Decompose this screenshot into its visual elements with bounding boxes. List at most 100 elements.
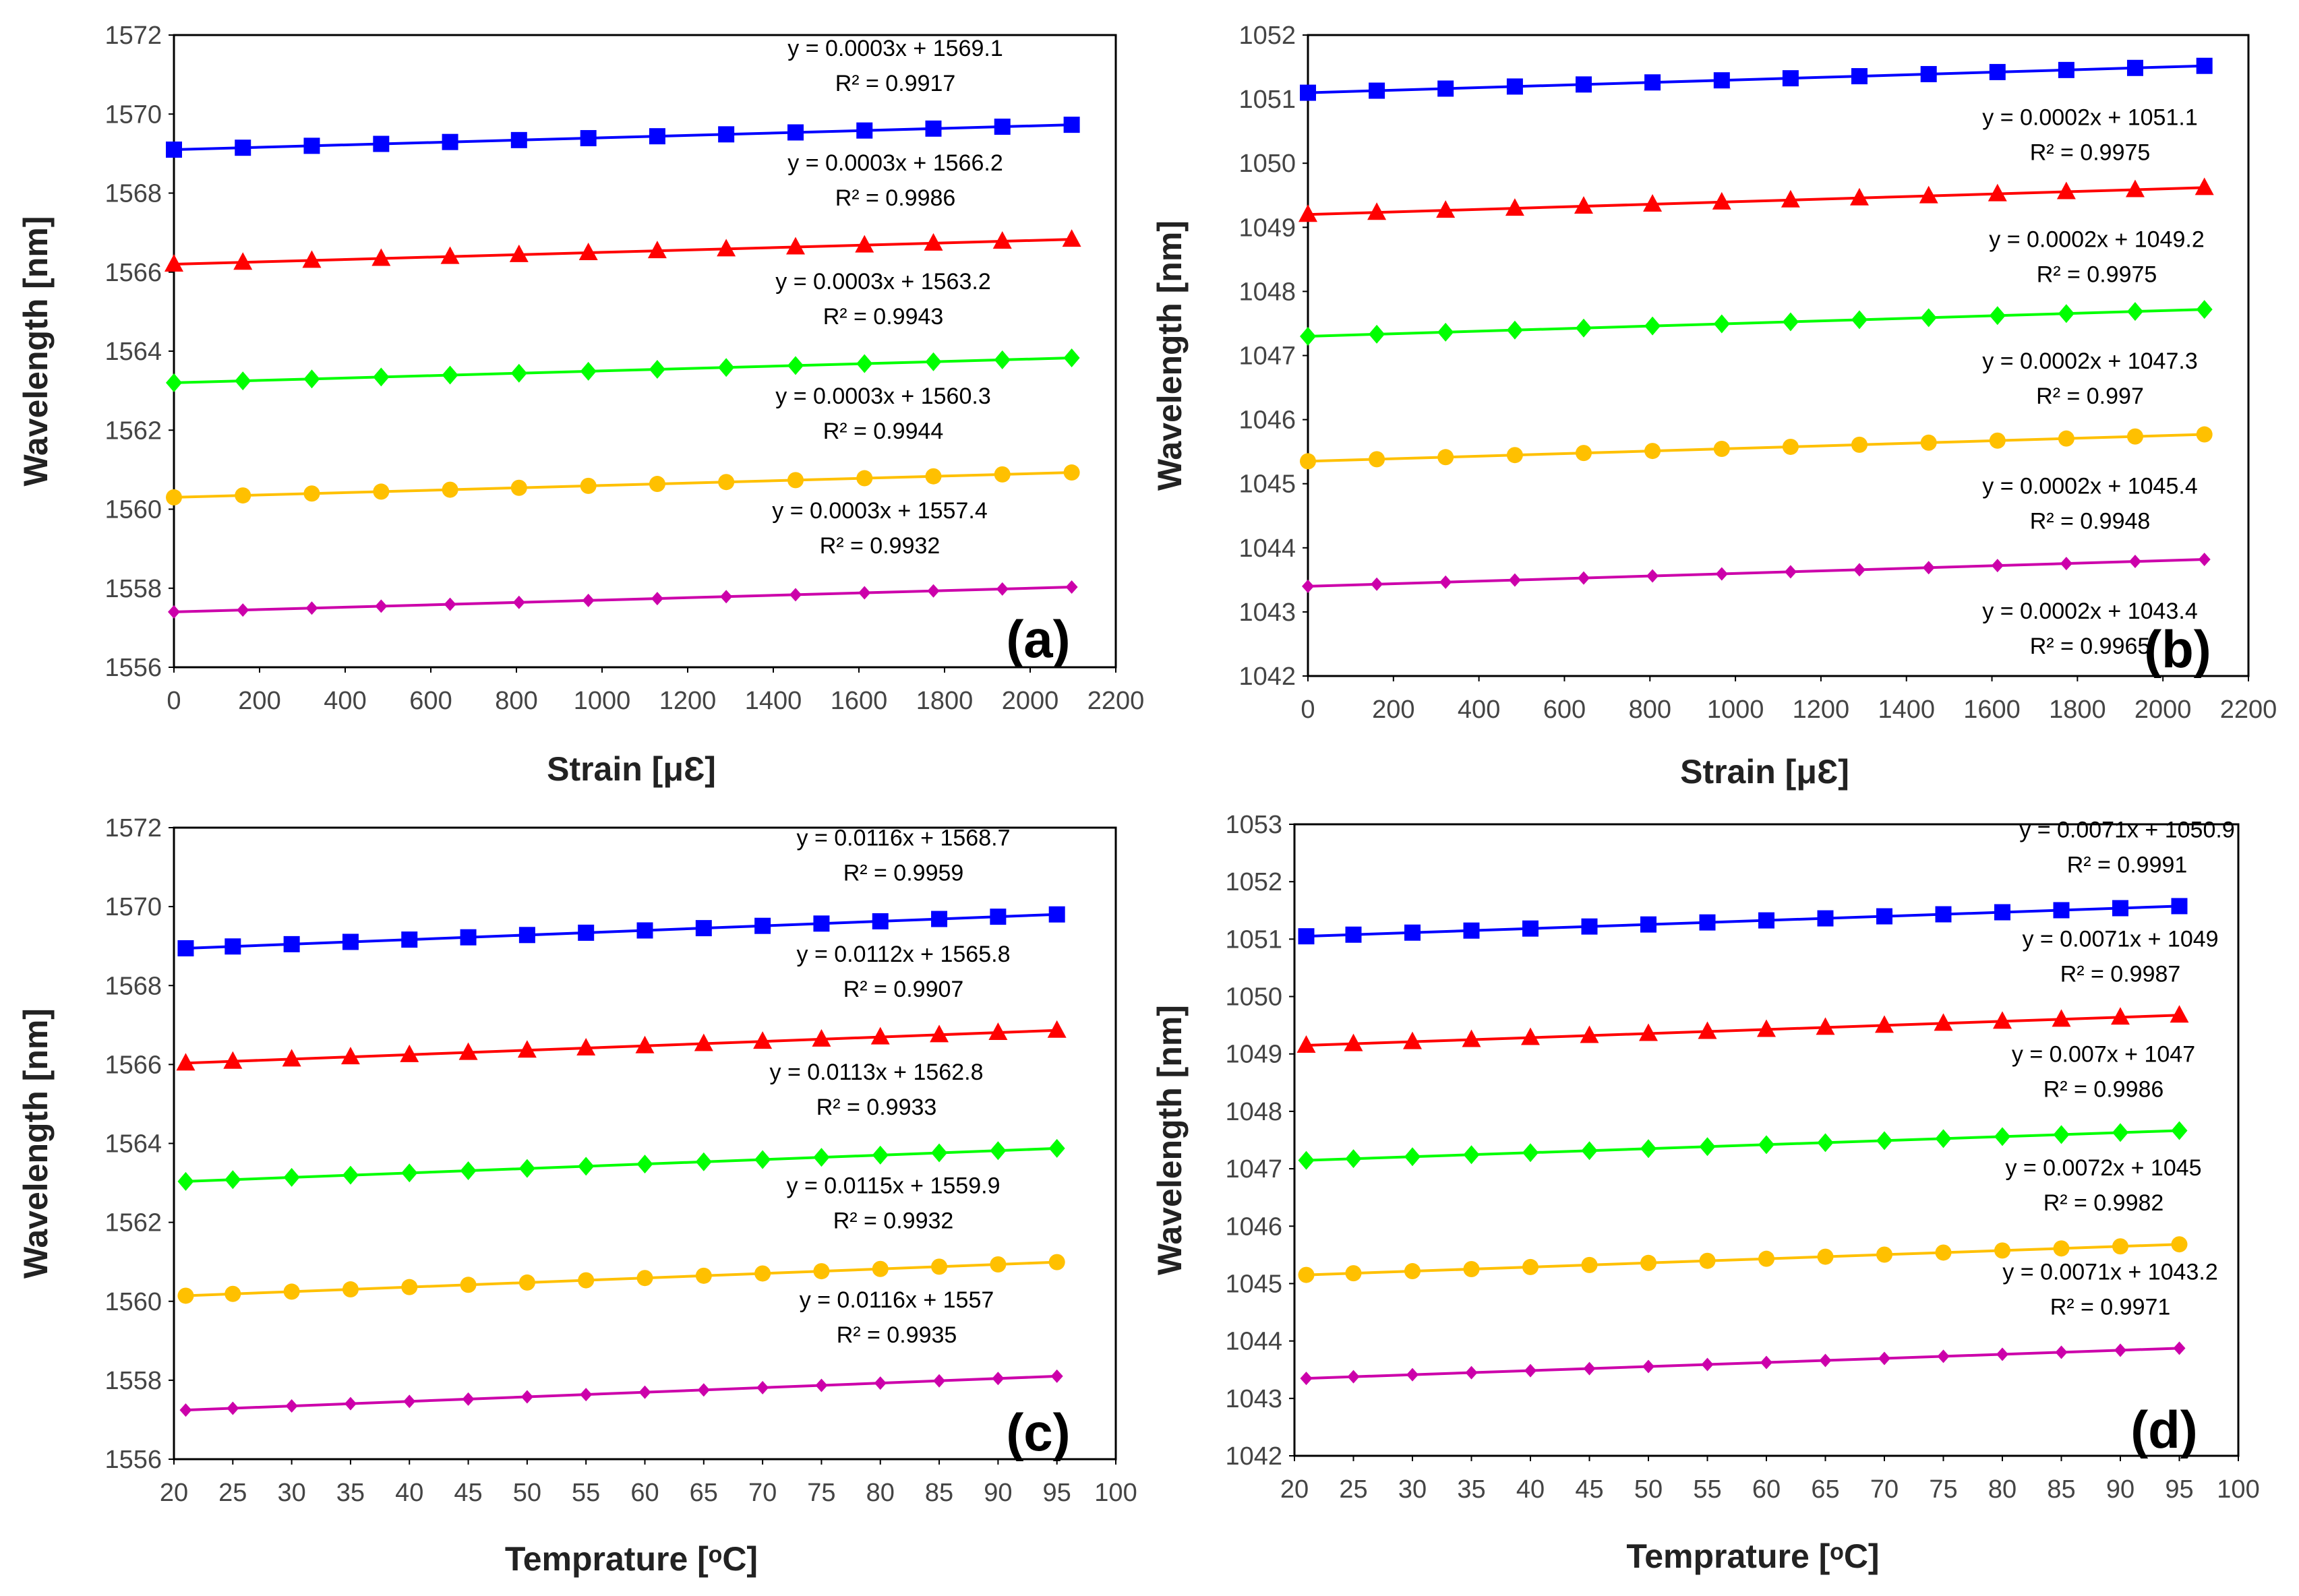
- data-point: [930, 1024, 949, 1043]
- data-point: [282, 1049, 301, 1067]
- data-point: [695, 1152, 712, 1171]
- data-point: [1851, 436, 1868, 453]
- x-tick-label: 80: [1988, 1475, 2017, 1504]
- r-squared-label: R² = 0.9932: [820, 533, 940, 559]
- data-point: [2053, 1125, 2070, 1144]
- data-point: [1713, 72, 1730, 89]
- data-point: [1050, 1369, 1063, 1383]
- data-point: [580, 1388, 593, 1402]
- data-point: [303, 485, 320, 502]
- data-point: [2126, 428, 2143, 445]
- data-point: [1920, 65, 1937, 82]
- data-point: [1367, 202, 1387, 220]
- x-tick-label: 25: [218, 1479, 247, 1507]
- x-tick-label: 30: [1398, 1475, 1427, 1504]
- data-point: [2060, 557, 2072, 571]
- y-tick-label: 1558: [104, 575, 162, 603]
- data-point: [925, 120, 942, 137]
- plot-frame: [173, 34, 1117, 669]
- y-tick-label: 1562: [104, 417, 162, 445]
- y-tick-label: 1044: [1238, 534, 1296, 563]
- trendline-equation: y = 0.0112x + 1565.8: [797, 942, 1011, 967]
- data-point: [1404, 924, 1421, 941]
- data-point: [2058, 430, 2074, 447]
- y-tick-label: 1048: [1225, 1098, 1282, 1126]
- x-tick-label: 400: [1458, 696, 1500, 724]
- data-point: [2198, 552, 2211, 566]
- data-point: [2058, 304, 2074, 324]
- data-point: [1522, 1258, 1539, 1275]
- data-point: [1922, 561, 1935, 575]
- data-point: [855, 235, 874, 253]
- data-point: [444, 597, 456, 611]
- data-point: [340, 1047, 360, 1065]
- data-point: [994, 350, 1011, 369]
- data-point: [1640, 916, 1656, 933]
- series-red: y = 0.0003x + 1566.2 R² = 0.9986: [165, 150, 1081, 272]
- panel-label: (b): [2144, 619, 2211, 679]
- data-point: [401, 931, 418, 948]
- data-point: [1575, 318, 1592, 338]
- data-point: [223, 1051, 243, 1069]
- data-point: [2196, 426, 2213, 443]
- data-point: [927, 584, 940, 598]
- y-tick-label: 1570: [104, 100, 162, 129]
- data-point: [2114, 1343, 2126, 1357]
- x-tick-label: 200: [238, 687, 280, 715]
- trendline-equation: y = 0.0002x + 1045.4: [1982, 474, 2197, 499]
- data-point: [1300, 1372, 1313, 1386]
- x-tick-label: 0: [167, 687, 181, 715]
- r-squared-label: R² = 0.9986: [835, 185, 956, 211]
- data-point: [1640, 1139, 1656, 1159]
- data-point: [177, 1287, 194, 1304]
- series-line: [1306, 1129, 2180, 1162]
- y-tick-label: 1556: [104, 1446, 162, 1474]
- data-point: [1994, 1242, 2010, 1259]
- data-point: [373, 367, 390, 387]
- x-tick-label: 2000: [1002, 687, 1059, 715]
- data-point: [754, 917, 771, 934]
- data-point: [1758, 1135, 1774, 1155]
- trendline-equation: y = 0.0003x + 1566.2: [787, 150, 1003, 176]
- y-tick-label: 1564: [104, 1130, 162, 1159]
- data-point: [1436, 200, 1456, 218]
- data-point: [460, 1277, 477, 1293]
- y-axis-title: Wavelength [nm]: [17, 216, 55, 487]
- data-point: [870, 1026, 890, 1045]
- x-axis-title: Temprature [ᵒC]: [505, 1540, 758, 1578]
- data-point: [578, 1272, 595, 1289]
- data-point: [1757, 1019, 1776, 1037]
- data-point: [1583, 1361, 1596, 1376]
- data-point: [375, 599, 388, 613]
- data-point: [1403, 1031, 1422, 1049]
- data-point: [235, 371, 251, 391]
- data-point: [179, 1403, 192, 1417]
- r-squared-label: R² = 0.9986: [2043, 1076, 2164, 1102]
- x-tick-label: 2200: [1087, 687, 1145, 715]
- data-point: [931, 1258, 948, 1275]
- y-tick-label: 1049: [1225, 1041, 1282, 1069]
- series-blue: y = 0.0071x + 1050.9 R² = 0.9991: [1298, 817, 2235, 945]
- r-squared-label: R² = 0.9975: [2037, 262, 2157, 287]
- data-point: [787, 472, 804, 489]
- data-point: [403, 1394, 416, 1409]
- data-point: [992, 1372, 1005, 1386]
- data-point: [718, 126, 735, 143]
- x-tick-label: 65: [1811, 1475, 1839, 1504]
- data-point: [1758, 912, 1774, 929]
- data-point: [1404, 1147, 1421, 1167]
- series-line: [1307, 186, 2205, 216]
- x-tick-label: 1600: [1963, 696, 2021, 724]
- data-point: [2111, 1007, 2130, 1025]
- data-point: [1574, 196, 1593, 214]
- data-point: [1463, 1145, 1480, 1165]
- series-line: [173, 238, 1072, 266]
- trendline-equation: y = 0.0116x + 1568.7: [797, 826, 1011, 851]
- data-point: [442, 481, 458, 498]
- data-point: [636, 1270, 653, 1287]
- data-point: [578, 924, 595, 941]
- data-point: [2128, 555, 2141, 569]
- series-line: [185, 1146, 1057, 1183]
- series-line: [185, 1374, 1057, 1412]
- data-point: [1345, 926, 1362, 943]
